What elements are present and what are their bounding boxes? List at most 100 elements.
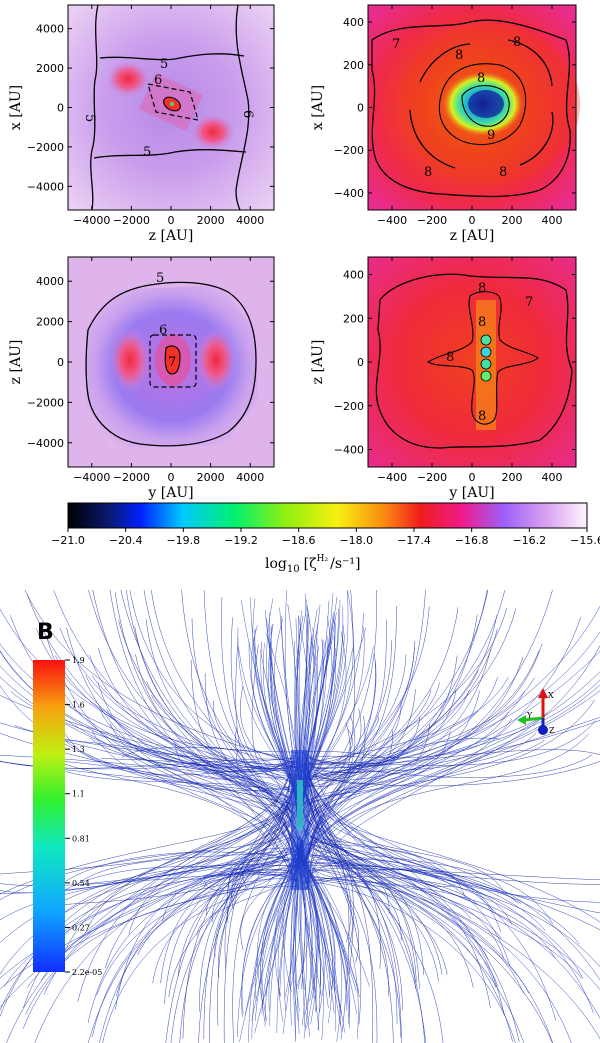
colorbar-tick-label: −21.0 xyxy=(51,534,85,547)
contour-7 xyxy=(371,19,571,198)
field-line xyxy=(305,671,600,808)
panel-bottom-right: 8 8 8 8 7 xyxy=(367,256,577,468)
field-line xyxy=(88,590,298,806)
contour-label: 5 xyxy=(156,271,164,286)
x-tick-label: 0 xyxy=(469,471,476,484)
field-line xyxy=(217,798,298,1026)
field-line xyxy=(25,878,294,1015)
field-line xyxy=(152,770,291,984)
y-tick-label: −400 xyxy=(334,444,364,457)
x-tick-label: 200 xyxy=(502,471,523,484)
field-line xyxy=(0,793,299,895)
hotspot-right xyxy=(196,328,236,392)
field-line xyxy=(162,863,293,922)
field-line xyxy=(151,590,299,869)
field-line xyxy=(109,723,300,817)
field-line xyxy=(89,654,298,869)
colorbar-ticks: −21.0 −20.4 −19.8 −19.2 −18.6 −18.0 −17.4 −16.8… xyxy=(51,528,600,547)
core-chain xyxy=(480,334,492,382)
field-line xyxy=(126,590,296,825)
field-line xyxy=(306,715,379,837)
core-highlight xyxy=(297,780,303,830)
field-line xyxy=(0,815,294,979)
x-axis-label: z [AU] xyxy=(149,228,194,244)
field-line xyxy=(0,770,299,990)
colorbar-label-rest: [ζ xyxy=(304,556,317,572)
field-line xyxy=(300,751,385,758)
y-tick-label: 400 xyxy=(343,269,364,282)
field-line xyxy=(137,808,298,956)
field-line xyxy=(303,815,546,932)
y-tick-label: 4000 xyxy=(36,275,64,288)
field-line xyxy=(304,868,600,881)
y-tick-label: −4000 xyxy=(27,180,64,193)
contour-8-ne xyxy=(507,39,553,87)
field-line xyxy=(308,619,387,773)
field-line xyxy=(301,684,600,868)
field-colorbar-tick-label: 0.27 xyxy=(72,923,90,932)
x-tick-label: 200 xyxy=(502,214,523,227)
y-tick-label: −2000 xyxy=(27,396,64,409)
field-colorbar-ticks: 1.9 1.6 1.3 1.1 0.81 0.54 0.27 2.2e-05 xyxy=(65,656,102,977)
field-line xyxy=(305,616,582,890)
field-line xyxy=(307,590,355,778)
field-line xyxy=(307,765,403,1010)
field-line xyxy=(302,647,415,839)
field-lines-panel: 1.9 1.6 1.3 1.1 0.81 0.54 0.27 2.2e-05 X Y Z xyxy=(0,590,600,1043)
colorbar-gradient xyxy=(67,502,588,529)
y-axis-label: z [AU] xyxy=(8,340,24,385)
field-line xyxy=(6,760,300,1043)
field-line xyxy=(77,790,292,1003)
contour-7 xyxy=(164,345,181,375)
colorbar-tick-label: −15.6 xyxy=(570,534,600,547)
contour-label: 8 xyxy=(446,350,454,365)
y-tick-label: 400 xyxy=(343,16,364,29)
field-colorbar-tick-label: 1.1 xyxy=(72,790,85,799)
contour-label: 8 xyxy=(499,165,507,180)
field-line xyxy=(307,749,600,769)
field-line xyxy=(55,731,291,812)
field-line xyxy=(308,590,506,836)
contour-8-inner xyxy=(438,63,527,146)
field-line xyxy=(300,822,554,925)
x-tick-label: 0 xyxy=(168,214,175,227)
field-line xyxy=(307,608,517,788)
field-line xyxy=(92,791,293,1037)
field-line xyxy=(303,682,440,804)
field-line xyxy=(304,863,553,1043)
contour-5 xyxy=(85,281,257,447)
contour-8-centre xyxy=(426,291,539,425)
contour-label: 8 xyxy=(478,281,486,296)
field-line xyxy=(115,845,295,1010)
field-colorbar-tick-label: 0.81 xyxy=(72,834,90,843)
x-tick-label: −200 xyxy=(417,214,447,227)
contour-label: 9 xyxy=(487,128,495,143)
field-line xyxy=(309,856,600,885)
field-line xyxy=(302,650,600,844)
field-line xyxy=(301,605,600,878)
field-line xyxy=(231,617,296,791)
y-tick-label: 0 xyxy=(57,356,64,369)
field-line xyxy=(304,716,421,843)
field-line xyxy=(309,870,439,982)
y-axis-label: x [AU] xyxy=(8,85,24,130)
y-tick-label: 200 xyxy=(343,312,364,325)
field-line xyxy=(300,862,553,1043)
x-tick-label: 0 xyxy=(469,214,476,227)
y-tick-label: 0 xyxy=(357,102,364,115)
field-line xyxy=(305,761,600,914)
field-line xyxy=(309,614,498,879)
field-line xyxy=(0,607,298,849)
contour-5-left xyxy=(90,4,99,211)
field-line xyxy=(0,792,296,1018)
field-colorbar-tick-label: 1.3 xyxy=(72,745,85,754)
colorbar-tick-label: −16.2 xyxy=(512,534,546,547)
hotspot-left xyxy=(106,61,150,97)
contour-label: 5 xyxy=(160,57,168,72)
field-line xyxy=(307,590,553,822)
field-line xyxy=(305,848,424,975)
field-line xyxy=(302,763,394,1043)
colorbar-tick-label: −19.2 xyxy=(224,534,258,547)
field-line xyxy=(100,757,294,833)
field-line xyxy=(306,650,540,765)
